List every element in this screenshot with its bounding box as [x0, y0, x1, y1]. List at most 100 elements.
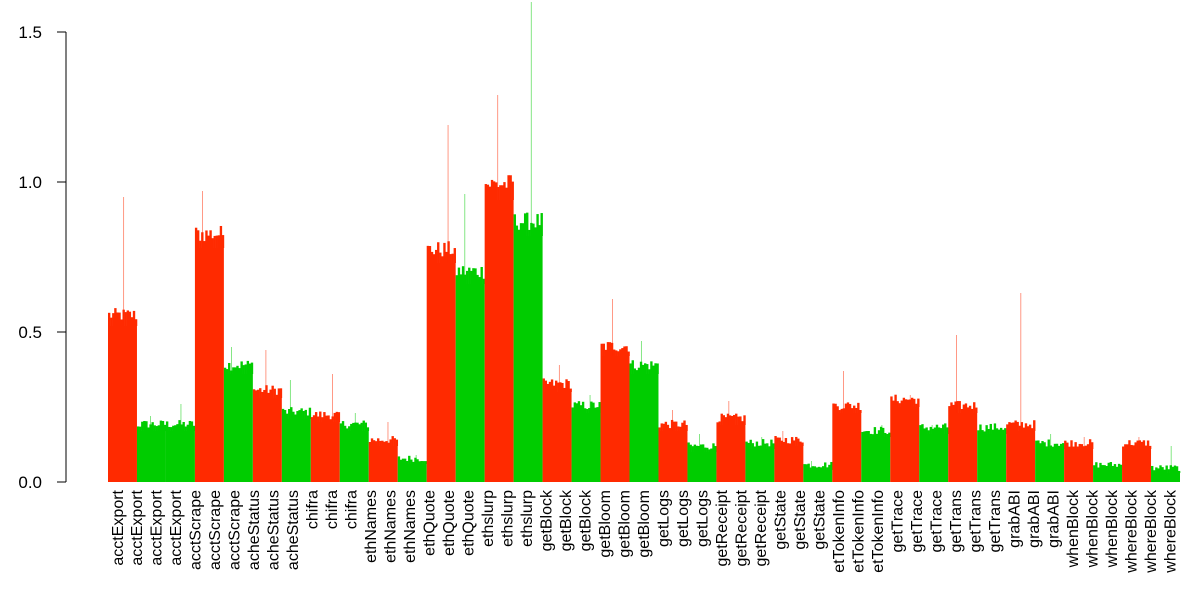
bar-noise [662, 423, 665, 431]
bar-noise [248, 363, 252, 374]
bar-noise [1004, 428, 1007, 434]
bar-noise [1111, 465, 1115, 470]
bar [977, 434, 1007, 482]
x-category-label: getTrans [948, 490, 965, 553]
bar-noise [670, 419, 674, 431]
bar-noise [449, 254, 452, 263]
bar [600, 356, 630, 482]
x-category-label: whereBlock [1143, 489, 1160, 574]
x-category-label: getBlock [578, 489, 595, 551]
bar-noise [683, 420, 686, 431]
bar-noise [207, 235, 210, 248]
x-category-label: ethslurp [480, 490, 497, 547]
bar-noise [968, 405, 972, 413]
bar-noise [724, 417, 728, 425]
bar-noise [892, 400, 895, 407]
bar-noise [1095, 462, 1098, 470]
bar-noise [374, 441, 378, 446]
bar [658, 431, 688, 482]
bar-noise [163, 424, 167, 431]
bar-noise [536, 214, 539, 236]
bar-noise [859, 410, 862, 413]
bar-noise [1113, 464, 1117, 470]
bar-noise [228, 362, 231, 374]
bar-noise [668, 428, 672, 431]
bar-noise [490, 179, 494, 200]
bar-noise [807, 463, 810, 470]
bar-noise [877, 430, 881, 437]
bar-noise [1012, 422, 1015, 431]
bar-noise [1051, 446, 1055, 449]
bar-noise [1091, 442, 1094, 449]
bar [252, 398, 282, 482]
bar-noise [567, 381, 570, 392]
bar-noise [503, 182, 506, 200]
x-category-label: chifra [324, 490, 341, 529]
bar-noise [1022, 427, 1026, 431]
x-category-label: getBloom [617, 490, 634, 558]
bar-noise [370, 438, 374, 446]
bar-noise [826, 467, 829, 470]
x-category-label: acheStatus [285, 490, 302, 570]
x-category-label: etTokenInfo [831, 490, 848, 573]
bar-noise [931, 428, 935, 434]
bar-noise [561, 382, 564, 392]
bar-noise [573, 402, 577, 413]
bar-noise [687, 442, 690, 452]
x-category-label: etTokenInfo [870, 490, 887, 573]
bar-noise [528, 229, 531, 236]
bar [1064, 449, 1094, 482]
bar-noise [913, 398, 916, 407]
bar-noise [735, 413, 738, 425]
bar-noise [306, 415, 310, 419]
bar-noise [834, 403, 837, 413]
bar-noise [615, 350, 618, 356]
bar-noise [397, 456, 401, 464]
x-category-label: ethNames [363, 490, 380, 563]
bar-noise [633, 368, 637, 374]
bar-noise [784, 438, 788, 446]
bar-noise [774, 436, 777, 446]
bar-noise [768, 446, 771, 449]
bar-noise [478, 277, 481, 284]
x-category-label: acctScrape [207, 490, 224, 570]
bar [397, 464, 427, 482]
bar-noise [954, 401, 957, 413]
bar-noise [1041, 441, 1044, 449]
x-category-label: ethQuote [461, 490, 478, 556]
bar-noise [610, 342, 614, 356]
bar-noise [679, 426, 682, 431]
bar-noise [515, 225, 519, 236]
bar [1035, 449, 1065, 482]
bar-noise [453, 248, 456, 263]
bar-noise [337, 412, 341, 422]
bar-noise [803, 464, 806, 470]
bar-noise [1084, 445, 1088, 449]
bar-noise [985, 425, 988, 434]
bar-noise [1066, 442, 1069, 449]
bar-noise [1097, 467, 1100, 470]
x-category-label: acheStatus [266, 490, 283, 570]
bar-noise [1107, 462, 1110, 470]
bar-noise [335, 411, 339, 422]
bar-noise [1101, 465, 1104, 470]
bar-noise [480, 267, 483, 284]
x-category-label: ethNames [402, 490, 419, 563]
bar-noise [575, 403, 579, 413]
bar-noise [372, 440, 376, 446]
bar-noise [300, 408, 303, 419]
bar-noise [780, 440, 783, 446]
bar-noise [250, 362, 254, 374]
bar-noise [586, 409, 589, 413]
bar-noise [213, 235, 216, 248]
bar-noise [356, 422, 359, 431]
bar-noise [540, 213, 543, 236]
x-category-label: getTrans [967, 490, 984, 553]
bar-noise [118, 312, 121, 326]
bar-noise [753, 446, 757, 449]
bar-noise [1088, 439, 1092, 449]
bar-noise [714, 446, 717, 452]
bar-noise [925, 427, 928, 434]
bar-noise [259, 388, 262, 398]
bar-noise [223, 367, 227, 374]
